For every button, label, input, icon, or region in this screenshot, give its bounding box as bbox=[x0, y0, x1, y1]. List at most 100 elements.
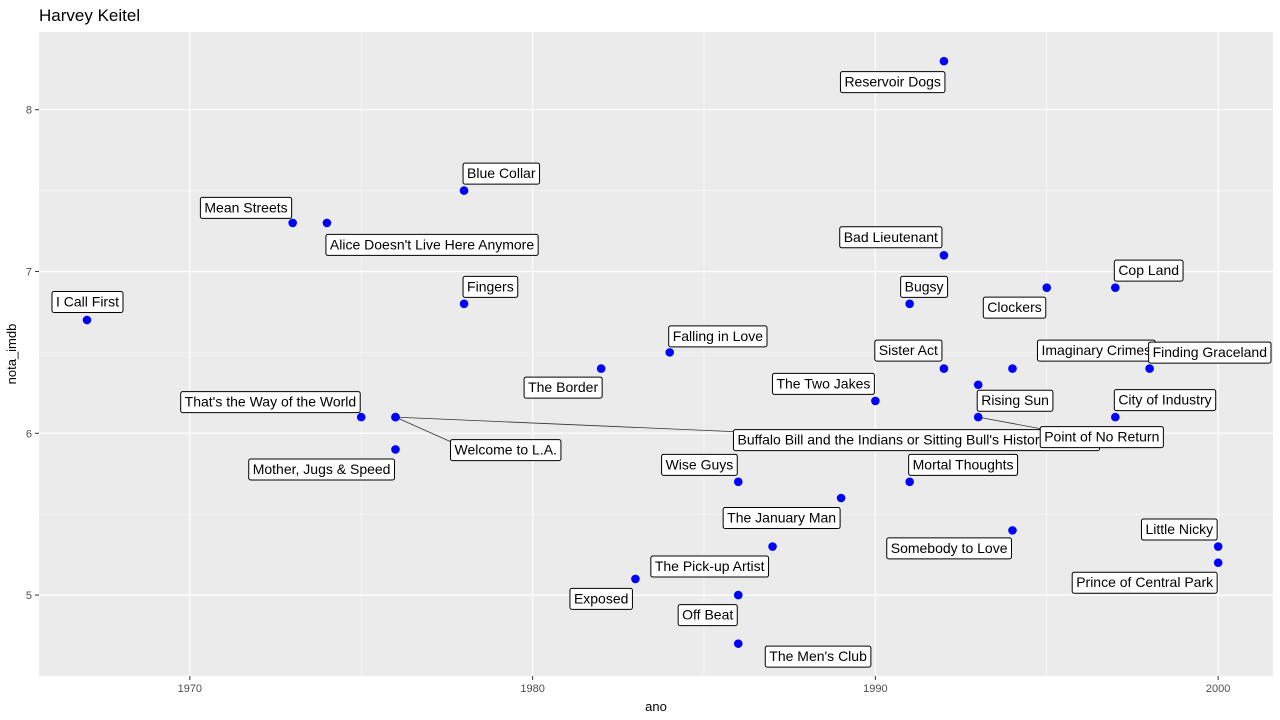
data-point bbox=[1008, 526, 1017, 535]
data-point bbox=[459, 186, 469, 195]
data-point bbox=[82, 315, 92, 325]
point-label: The Pick-up Artist bbox=[650, 555, 770, 578]
x-axis-title: ano bbox=[645, 699, 667, 714]
point-label-text: Wise Guys bbox=[666, 456, 734, 472]
data-point bbox=[288, 218, 297, 228]
point-label-text: Fingers bbox=[467, 278, 514, 294]
point-label: Sister Act bbox=[874, 339, 943, 362]
y-tick-label: 6 bbox=[26, 428, 32, 440]
point-label-text: Finding Graceland bbox=[1153, 344, 1267, 360]
grid-minor bbox=[39, 32, 1273, 677]
point-label-box bbox=[180, 391, 361, 414]
point-label: Cop Land bbox=[1113, 259, 1184, 282]
point-label-text: Bugsy bbox=[905, 278, 944, 294]
label-leader-lines bbox=[395, 416, 1041, 442]
data-points bbox=[82, 56, 1223, 648]
point-label: Alice Doesn't Live Here Anymore bbox=[325, 233, 539, 256]
point-label-text: I Call First bbox=[56, 294, 119, 310]
point-label-text: Mean Streets bbox=[204, 199, 287, 215]
data-point bbox=[1213, 542, 1223, 551]
data-point bbox=[631, 574, 640, 584]
point-label-box bbox=[462, 275, 519, 298]
point-label-box bbox=[1140, 518, 1218, 541]
point-label-box bbox=[771, 372, 875, 395]
point-label: The Border bbox=[523, 376, 603, 399]
data-point bbox=[768, 542, 777, 551]
point-label-box bbox=[661, 453, 738, 476]
point-label-box bbox=[1039, 426, 1164, 449]
point-label-text: Prince of Central Park bbox=[1076, 574, 1214, 590]
point-label-box bbox=[976, 389, 1054, 412]
axes: 1970 1980 1990 2000 5 6 7 8 bbox=[26, 105, 1231, 695]
y-tick-label: 5 bbox=[26, 590, 32, 602]
point-label-text: That's the Way of the World bbox=[185, 394, 357, 410]
data-point bbox=[391, 445, 400, 454]
point-label-text: Point of No Return bbox=[1044, 429, 1159, 445]
point-label-text: Buffalo Bill and the Indians or Sitting … bbox=[737, 432, 1095, 448]
point-label-text: Blue Collar bbox=[467, 165, 536, 181]
point-label: Point of No Return bbox=[1039, 426, 1164, 449]
x-tick-label: 1970 bbox=[178, 683, 202, 695]
point-label: Exposed bbox=[569, 587, 633, 610]
point-label: Wise Guys bbox=[661, 453, 738, 476]
data-point bbox=[1145, 364, 1154, 373]
point-label-text: Falling in Love bbox=[673, 328, 763, 344]
data-point bbox=[665, 348, 675, 357]
point-label-box bbox=[886, 537, 1012, 560]
point-label: Fingers bbox=[462, 275, 519, 298]
data-point bbox=[356, 412, 366, 422]
point-label: Falling in Love bbox=[668, 325, 768, 348]
point-label-text: Clockers bbox=[987, 299, 1041, 315]
point-label: Off Beat bbox=[677, 604, 738, 627]
point-label-text: Sister Act bbox=[879, 342, 938, 358]
point-label-text: Cop Land bbox=[1118, 262, 1179, 278]
point-label-box bbox=[874, 339, 943, 362]
point-label-box bbox=[199, 196, 293, 219]
data-point bbox=[391, 412, 400, 422]
chart-title: Harvey Keitel bbox=[39, 6, 141, 25]
x-tick-label: 1980 bbox=[520, 683, 544, 695]
data-point bbox=[322, 218, 332, 228]
point-label: Finding Graceland bbox=[1148, 341, 1272, 364]
data-point bbox=[973, 412, 983, 422]
point-label: Welcome to L.A. bbox=[449, 439, 562, 462]
point-label: Blue Collar bbox=[462, 162, 541, 185]
point-label: Rising Sun bbox=[976, 389, 1054, 412]
point-label-text: Somebody to Love bbox=[891, 540, 1008, 556]
point-label-text: Imaginary Crimes bbox=[1041, 342, 1151, 358]
data-point bbox=[459, 299, 469, 309]
point-label: Mean Streets bbox=[199, 196, 293, 219]
point-label: That's the Way of the World bbox=[180, 391, 361, 414]
point-label: Bugsy bbox=[900, 275, 949, 298]
point-label: Imaginary Crimes bbox=[1036, 339, 1156, 362]
data-point bbox=[973, 380, 983, 390]
point-label: Reservoir Dogs bbox=[839, 71, 946, 94]
point-label: I Call First bbox=[51, 291, 124, 314]
point-label: Bad Lieutenant bbox=[839, 226, 943, 249]
y-axis-title: nota_imdb bbox=[4, 324, 19, 385]
point-label-box bbox=[677, 604, 738, 627]
data-point bbox=[1213, 558, 1223, 568]
point-label-box bbox=[325, 233, 539, 256]
point-labels: I Call First Mean Streets Alice Doesn't Li… bbox=[51, 71, 1272, 668]
point-label-box bbox=[982, 296, 1047, 319]
point-label-box bbox=[668, 325, 768, 348]
data-point bbox=[733, 477, 743, 487]
point-label-text: The Border bbox=[528, 379, 598, 395]
point-label-box bbox=[839, 71, 946, 94]
point-label: Prince of Central Park bbox=[1071, 571, 1218, 594]
label-leader-line bbox=[395, 416, 734, 433]
point-label: Mother, Jugs & Speed bbox=[248, 458, 395, 481]
point-label-text: The January Man bbox=[727, 510, 836, 526]
data-point bbox=[939, 56, 949, 66]
data-point bbox=[733, 590, 743, 600]
x-tick-label: 1990 bbox=[863, 683, 887, 695]
point-label-box bbox=[1113, 259, 1184, 282]
data-point bbox=[905, 477, 914, 487]
x-tick-label: 2000 bbox=[1206, 683, 1230, 695]
point-label: The Men's Club bbox=[764, 645, 872, 668]
data-point bbox=[1111, 283, 1120, 292]
point-label-text: Rising Sun bbox=[981, 392, 1049, 408]
point-label-box bbox=[51, 291, 124, 314]
